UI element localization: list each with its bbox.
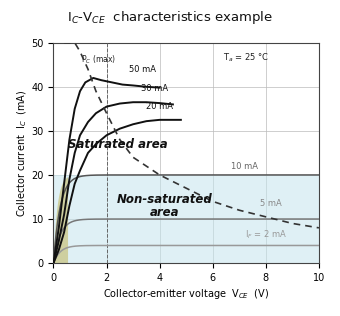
- Y-axis label: Collector current  I$_C$  (mA): Collector current I$_C$ (mA): [15, 89, 29, 216]
- Text: P$_C$ (max): P$_C$ (max): [81, 54, 116, 66]
- Text: Saturated area: Saturated area: [68, 137, 168, 151]
- Text: I$_F$ = 2 mA: I$_F$ = 2 mA: [244, 228, 287, 241]
- Text: T$_a$ = 25 °C: T$_a$ = 25 °C: [223, 52, 270, 64]
- Text: 5 mA: 5 mA: [260, 199, 282, 208]
- Polygon shape: [53, 175, 319, 263]
- Text: 20 mA: 20 mA: [146, 102, 173, 111]
- Text: 30 mA: 30 mA: [141, 84, 168, 94]
- X-axis label: Collector-emitter voltage  V$_{CE}$  (V): Collector-emitter voltage V$_{CE}$ (V): [103, 287, 269, 301]
- Polygon shape: [53, 177, 68, 263]
- Text: Non-saturated: Non-saturated: [117, 193, 213, 206]
- Text: I$_C$-V$_{CE}$  characteristics example: I$_C$-V$_{CE}$ characteristics example: [67, 9, 273, 27]
- Text: area: area: [150, 206, 180, 219]
- Text: 10 mA: 10 mA: [231, 162, 258, 171]
- Text: 50 mA: 50 mA: [129, 64, 156, 74]
